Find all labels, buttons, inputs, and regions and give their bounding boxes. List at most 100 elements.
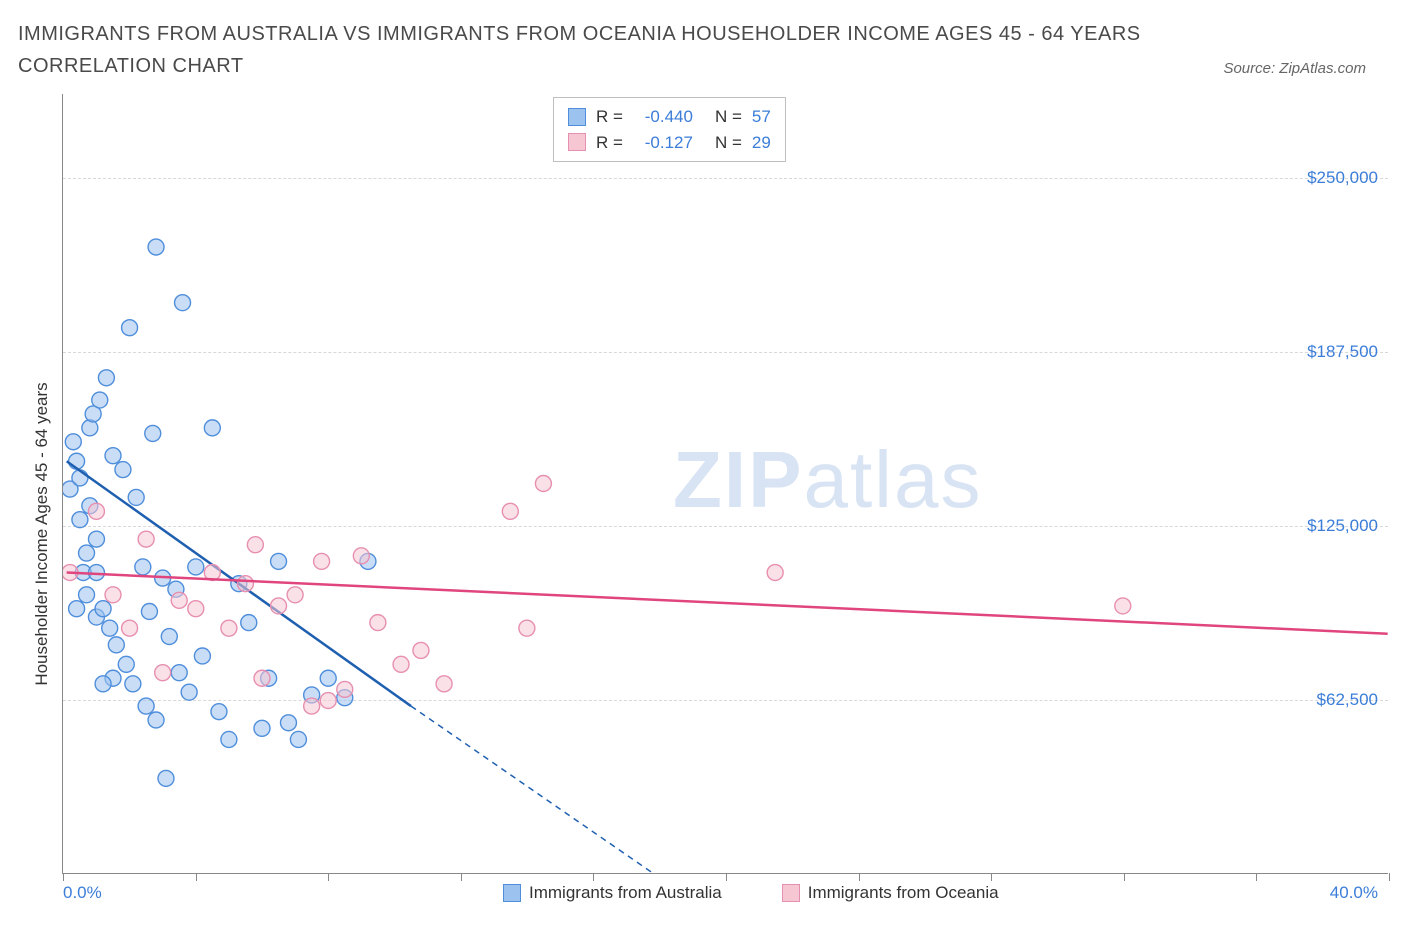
data-point <box>194 648 210 664</box>
data-point <box>158 770 174 786</box>
data-point <box>237 576 253 592</box>
data-point <box>353 548 369 564</box>
series-legend: Immigrants from Australia Immigrants from… <box>503 883 999 903</box>
data-point <box>436 676 452 692</box>
data-point <box>98 370 114 386</box>
legend-item: Immigrants from Oceania <box>782 883 999 903</box>
data-point <box>393 656 409 672</box>
data-point <box>287 587 303 603</box>
data-point <box>105 587 121 603</box>
stats-row: R = -0.440 N = 57 <box>568 104 771 130</box>
data-point <box>138 531 154 547</box>
data-point <box>135 559 151 575</box>
data-point <box>141 603 157 619</box>
data-point <box>320 693 336 709</box>
x-axis-min-label: 0.0% <box>63 883 102 903</box>
data-point <box>519 620 535 636</box>
stats-row: R =-0.127N =29 <box>568 130 771 156</box>
data-point <box>115 462 131 478</box>
x-tick <box>593 873 594 881</box>
x-tick <box>63 873 64 881</box>
data-point <box>314 553 330 569</box>
series-swatch <box>568 133 586 151</box>
stat-n-value: 57 <box>752 104 771 130</box>
data-point <box>161 629 177 645</box>
data-point <box>79 587 95 603</box>
series-swatch <box>503 884 521 902</box>
data-point <box>92 392 108 408</box>
series-swatch <box>782 884 800 902</box>
data-point <box>254 720 270 736</box>
data-point <box>171 592 187 608</box>
correlation-stats-box: R =-0.440N =57R =-0.127N =29 <box>553 97 786 162</box>
x-tick <box>328 873 329 881</box>
data-point <box>155 665 171 681</box>
data-point <box>95 676 111 692</box>
series-swatch <box>568 108 586 126</box>
data-point <box>247 537 263 553</box>
data-point <box>138 698 154 714</box>
legend-label: Immigrants from Australia <box>529 883 722 903</box>
data-point <box>188 559 204 575</box>
data-point <box>204 420 220 436</box>
x-tick <box>991 873 992 881</box>
data-point <box>88 531 104 547</box>
data-point <box>535 476 551 492</box>
data-point <box>221 731 237 747</box>
x-axis-max-label: 40.0% <box>1330 883 1378 903</box>
stat-r-label: R = <box>596 104 623 130</box>
data-point <box>128 489 144 505</box>
data-point <box>95 601 111 617</box>
source-label: Source: ZipAtlas.com <box>1223 60 1366 77</box>
data-point <box>188 601 204 617</box>
plot-svg <box>63 94 1388 873</box>
x-tick <box>1389 873 1390 881</box>
stat-r-value: -0.127 <box>633 130 693 156</box>
data-point <box>241 615 257 631</box>
data-point <box>304 698 320 714</box>
data-point <box>148 239 164 255</box>
data-point <box>413 642 429 658</box>
x-tick <box>859 873 860 881</box>
data-point <box>254 670 270 686</box>
x-tick <box>726 873 727 881</box>
x-tick <box>1124 873 1125 881</box>
stat-r-value: -0.440 <box>633 104 693 130</box>
data-point <box>175 295 191 311</box>
data-point <box>171 665 187 681</box>
data-point <box>271 598 287 614</box>
data-point <box>79 545 95 561</box>
data-point <box>125 676 141 692</box>
data-point <box>320 670 336 686</box>
chart-area: Householder Income Ages 45 - 64 years ZI… <box>18 94 1388 914</box>
legend-item: Immigrants from Australia <box>503 883 722 903</box>
data-point <box>108 637 124 653</box>
data-point <box>1115 598 1131 614</box>
stat-r-label: R = <box>596 130 623 156</box>
data-point <box>88 503 104 519</box>
data-point <box>122 620 138 636</box>
data-point <box>370 615 386 631</box>
chart-container: IMMIGRANTS FROM AUSTRALIA VS IMMIGRANTS … <box>0 0 1406 930</box>
data-point <box>337 681 353 697</box>
data-point <box>148 712 164 728</box>
trend-line-extrapolated <box>411 706 653 873</box>
data-point <box>118 656 134 672</box>
stat-n-label: N = <box>715 104 742 130</box>
data-point <box>122 320 138 336</box>
data-point <box>72 470 88 486</box>
data-point <box>280 715 296 731</box>
data-point <box>502 503 518 519</box>
data-point <box>65 434 81 450</box>
data-point <box>221 620 237 636</box>
y-axis-label: Householder Income Ages 45 - 64 years <box>32 334 52 734</box>
data-point <box>271 553 287 569</box>
x-tick <box>461 873 462 881</box>
data-point <box>69 601 85 617</box>
data-point <box>102 620 118 636</box>
data-point <box>290 731 306 747</box>
plot-region: ZIPatlas R =-0.440N =57R =-0.127N =29 Im… <box>62 94 1388 874</box>
legend-label: Immigrants from Oceania <box>808 883 999 903</box>
data-point <box>211 704 227 720</box>
chart-title: IMMIGRANTS FROM AUSTRALIA VS IMMIGRANTS … <box>18 18 1206 82</box>
